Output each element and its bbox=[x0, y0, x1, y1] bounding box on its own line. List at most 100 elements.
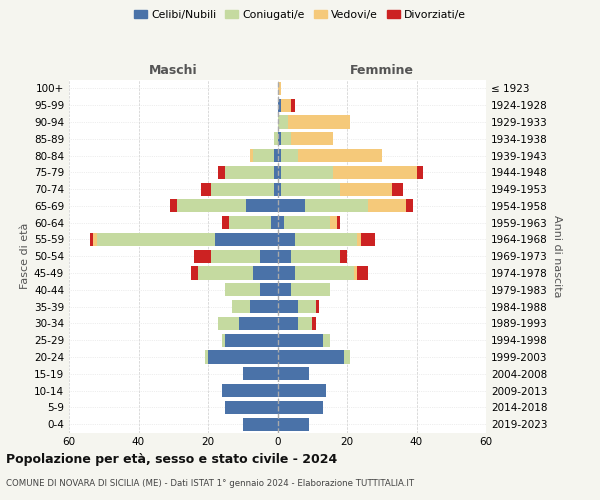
Bar bbox=[340, 182, 392, 196]
Bar bbox=[277, 317, 298, 330]
Bar bbox=[277, 284, 292, 296]
Bar bbox=[292, 284, 329, 296]
Bar bbox=[197, 266, 253, 280]
Bar bbox=[281, 166, 333, 179]
Bar bbox=[298, 149, 382, 162]
Bar bbox=[288, 116, 350, 128]
Bar bbox=[222, 216, 229, 229]
Bar bbox=[208, 350, 277, 364]
Bar bbox=[323, 334, 329, 346]
Bar bbox=[226, 334, 277, 346]
Bar bbox=[277, 182, 281, 196]
Bar bbox=[243, 418, 277, 430]
Bar bbox=[250, 300, 277, 313]
Bar bbox=[277, 149, 281, 162]
Bar bbox=[90, 233, 94, 246]
Bar bbox=[277, 384, 326, 397]
Bar bbox=[333, 166, 416, 179]
Bar bbox=[211, 182, 274, 196]
Bar bbox=[406, 200, 413, 212]
Bar bbox=[253, 149, 274, 162]
Bar bbox=[340, 250, 347, 263]
Bar bbox=[277, 418, 309, 430]
Bar bbox=[239, 317, 277, 330]
Bar bbox=[358, 233, 361, 246]
Text: Popolazione per età, sesso e stato civile - 2024: Popolazione per età, sesso e stato civil… bbox=[6, 452, 337, 466]
Bar bbox=[295, 266, 354, 280]
Bar bbox=[416, 166, 424, 179]
Bar bbox=[226, 284, 260, 296]
Bar bbox=[97, 233, 215, 246]
Bar bbox=[277, 334, 323, 346]
Bar bbox=[277, 350, 344, 364]
Bar bbox=[226, 166, 274, 179]
Bar bbox=[277, 116, 288, 128]
Bar bbox=[222, 384, 277, 397]
Bar bbox=[260, 284, 277, 296]
Bar bbox=[392, 182, 403, 196]
Bar bbox=[277, 250, 292, 263]
Bar bbox=[218, 166, 226, 179]
Y-axis label: Fasce di età: Fasce di età bbox=[20, 223, 30, 290]
Text: Femmine: Femmine bbox=[350, 64, 414, 78]
Bar bbox=[368, 200, 406, 212]
Bar bbox=[312, 317, 316, 330]
Bar bbox=[277, 300, 298, 313]
Bar bbox=[94, 233, 97, 246]
Bar bbox=[277, 200, 305, 212]
Bar bbox=[361, 233, 375, 246]
Bar bbox=[281, 182, 340, 196]
Bar bbox=[277, 266, 295, 280]
Bar bbox=[358, 266, 368, 280]
Bar bbox=[298, 300, 316, 313]
Bar bbox=[229, 216, 271, 229]
Bar bbox=[271, 216, 277, 229]
Legend: Celibi/Nubili, Coniugati/e, Vedovi/e, Divorziati/e: Celibi/Nubili, Coniugati/e, Vedovi/e, Di… bbox=[130, 6, 470, 24]
Bar bbox=[274, 132, 277, 145]
Bar bbox=[177, 200, 246, 212]
Bar bbox=[232, 300, 250, 313]
Bar bbox=[274, 182, 277, 196]
Bar bbox=[305, 200, 368, 212]
Text: COMUNE DI NOVARA DI SICILIA (ME) - Dati ISTAT 1° gennaio 2024 - Elaborazione TUT: COMUNE DI NOVARA DI SICILIA (ME) - Dati … bbox=[6, 478, 414, 488]
Bar bbox=[316, 300, 319, 313]
Bar bbox=[344, 350, 350, 364]
Bar bbox=[284, 216, 329, 229]
Bar bbox=[253, 266, 277, 280]
Bar bbox=[281, 132, 292, 145]
Bar bbox=[226, 401, 277, 414]
Bar bbox=[292, 250, 340, 263]
Text: Maschi: Maschi bbox=[149, 64, 197, 78]
Bar bbox=[274, 166, 277, 179]
Bar bbox=[277, 132, 281, 145]
Bar bbox=[281, 149, 298, 162]
Bar bbox=[337, 216, 340, 229]
Bar bbox=[274, 149, 277, 162]
Bar bbox=[295, 233, 358, 246]
Y-axis label: Anni di nascita: Anni di nascita bbox=[551, 215, 562, 298]
Bar bbox=[277, 367, 309, 380]
Bar bbox=[281, 98, 292, 112]
Bar bbox=[298, 317, 312, 330]
Bar bbox=[277, 166, 281, 179]
Bar bbox=[170, 200, 177, 212]
Bar bbox=[218, 317, 239, 330]
Bar bbox=[260, 250, 277, 263]
Bar bbox=[246, 200, 277, 212]
Bar bbox=[277, 82, 281, 95]
Bar bbox=[292, 98, 295, 112]
Bar bbox=[277, 98, 281, 112]
Bar bbox=[243, 367, 277, 380]
Bar bbox=[277, 401, 323, 414]
Bar bbox=[250, 149, 253, 162]
Bar bbox=[292, 132, 333, 145]
Bar bbox=[222, 334, 226, 346]
Bar bbox=[205, 350, 208, 364]
Bar bbox=[215, 233, 277, 246]
Bar bbox=[194, 250, 211, 263]
Bar bbox=[329, 216, 337, 229]
Bar bbox=[191, 266, 197, 280]
Bar bbox=[201, 182, 211, 196]
Bar bbox=[354, 266, 358, 280]
Bar bbox=[277, 233, 295, 246]
